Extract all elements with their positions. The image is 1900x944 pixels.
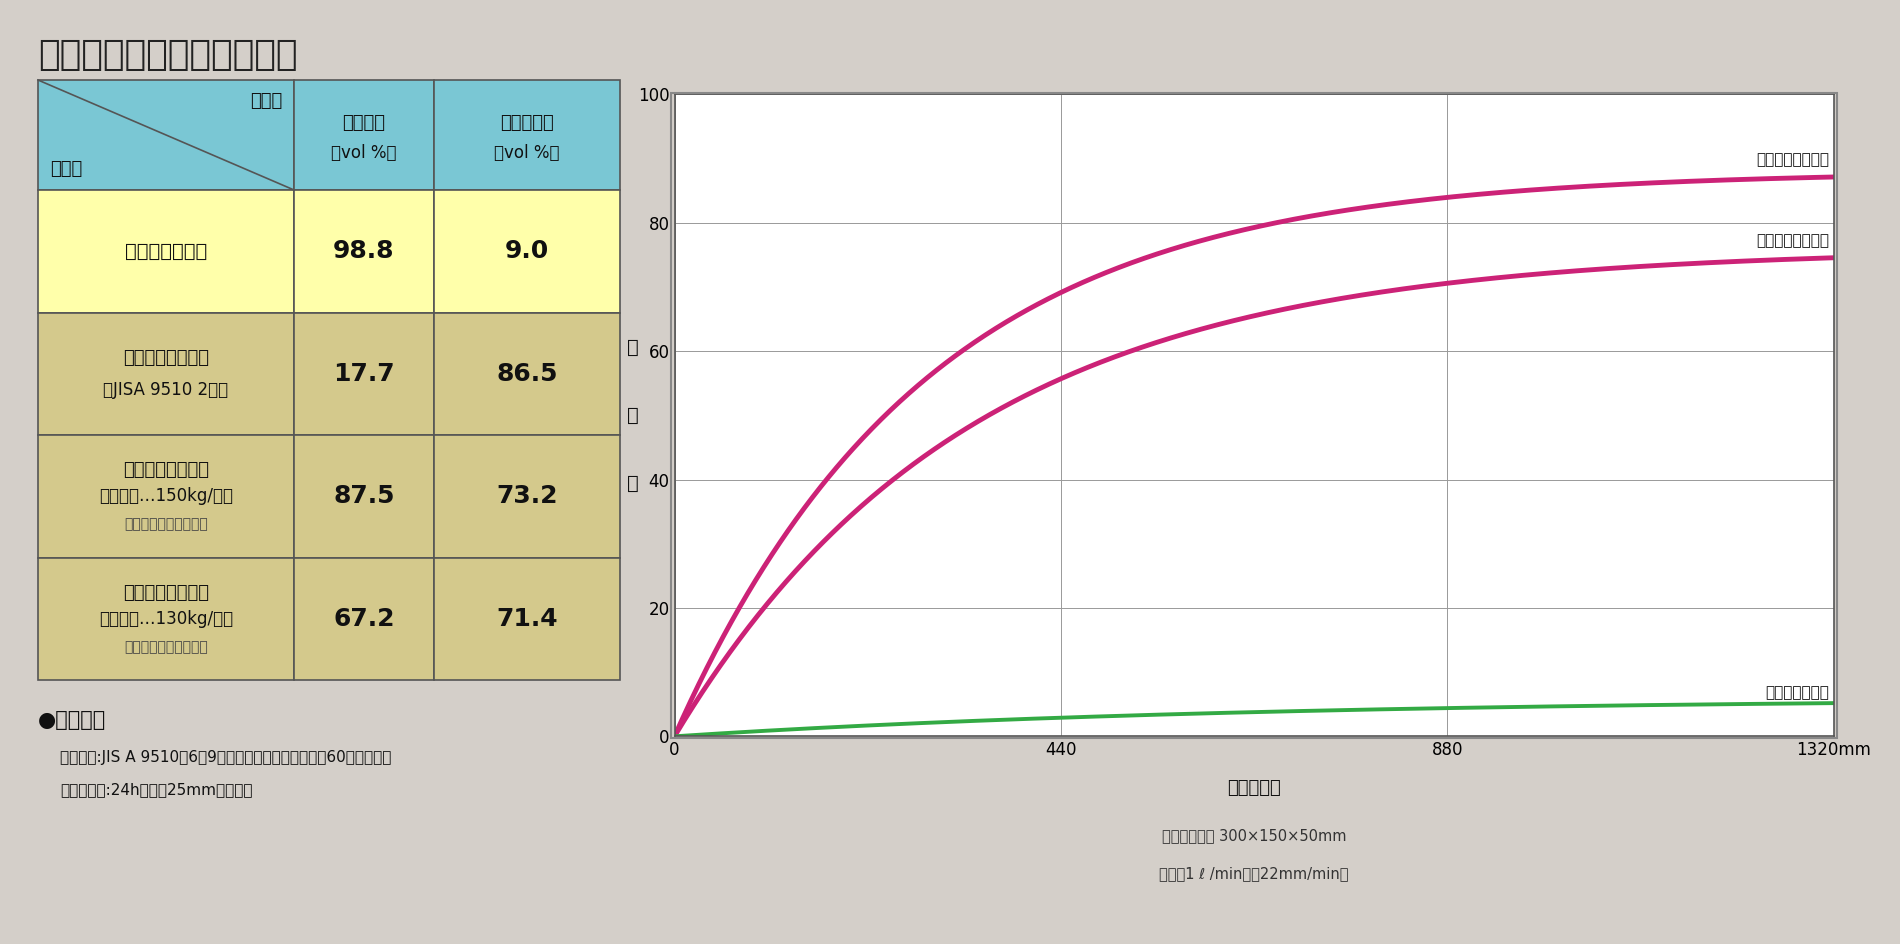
Text: （軽量品…130kg/㎡）: （軽量品…130kg/㎡） [99, 610, 234, 628]
Text: はっ水度: はっ水度 [342, 114, 386, 132]
Text: ●試験方法: ●試験方法 [38, 710, 106, 730]
Bar [294, 80, 433, 190]
Text: 吸　水　率:24h水面下25mm水中浸漬: 吸 水 率:24h水面下25mm水中浸漬 [61, 782, 253, 797]
Text: （vol %）: （vol %） [494, 144, 560, 162]
Text: けい酸カルシウム: けい酸カルシウム [124, 583, 209, 601]
Text: （軽量品…150kg/㎡）: （軽量品…150kg/㎡） [99, 487, 234, 505]
Bar [294, 312, 433, 435]
Bar [38, 190, 294, 312]
Text: 9.0: 9.0 [505, 239, 549, 263]
Text: 67.2: 67.2 [332, 607, 395, 631]
Text: はっ水性・吸水性比較試験: はっ水性・吸水性比較試験 [38, 38, 298, 72]
Text: 注）表面はっ水処理品: 注）表面はっ水処理品 [124, 517, 207, 531]
Bar [294, 435, 433, 558]
Bar [433, 435, 619, 558]
Text: けい酸カルシウム: けい酸カルシウム [1756, 152, 1830, 167]
Text: 71.4: 71.4 [496, 607, 559, 631]
Text: けい酸カルシウム: けい酸カルシウム [124, 348, 209, 367]
Text: 87.5: 87.5 [332, 484, 395, 508]
Text: 98.8: 98.8 [332, 239, 395, 263]
Text: サンプル寸法 300×150×50mm: サンプル寸法 300×150×50mm [1161, 828, 1347, 843]
Bar [433, 312, 619, 435]
Bar [38, 435, 294, 558]
Text: はっ水度:JIS A 9510の6・9はっ水度試験方法に準拠（60分間散水）: はっ水度:JIS A 9510の6・9はっ水度試験方法に準拠（60分間散水） [61, 750, 391, 765]
Text: （vol %）: （vol %） [331, 144, 397, 162]
Text: 吸: 吸 [627, 474, 638, 493]
Text: 73.2: 73.2 [496, 484, 557, 508]
Text: 17.7: 17.7 [332, 362, 395, 386]
Text: 86.5: 86.5 [496, 362, 557, 386]
Text: 吸　水　率: 吸 水 率 [500, 114, 553, 132]
Bar [38, 558, 294, 680]
Text: 散　水　量: 散 水 量 [1227, 779, 1281, 798]
Text: 表面はっ水処理品: 表面はっ水処理品 [1756, 233, 1830, 248]
Text: 製　品: 製 品 [49, 160, 82, 178]
Text: （JISA 9510 2号）: （JISA 9510 2号） [103, 380, 228, 398]
Bar [294, 190, 433, 312]
Text: フジパーライト: フジパーライト [1765, 685, 1830, 700]
Text: フジパーライト: フジパーライト [125, 242, 207, 261]
Text: 項　目: 項 目 [249, 92, 281, 110]
Text: 水: 水 [627, 406, 638, 425]
Bar [433, 190, 619, 312]
Text: 注）表面はっ水処理品: 注）表面はっ水処理品 [124, 640, 207, 654]
Bar [38, 80, 294, 190]
Bar [433, 80, 619, 190]
Bar [433, 558, 619, 680]
Text: 散水量1 ℓ /min（＝22mm/min）: 散水量1 ℓ /min（＝22mm/min） [1159, 866, 1349, 881]
Text: けい酸カルシウム: けい酸カルシウム [124, 462, 209, 480]
Text: 量: 量 [627, 338, 638, 357]
Bar [38, 312, 294, 435]
Bar [294, 558, 433, 680]
